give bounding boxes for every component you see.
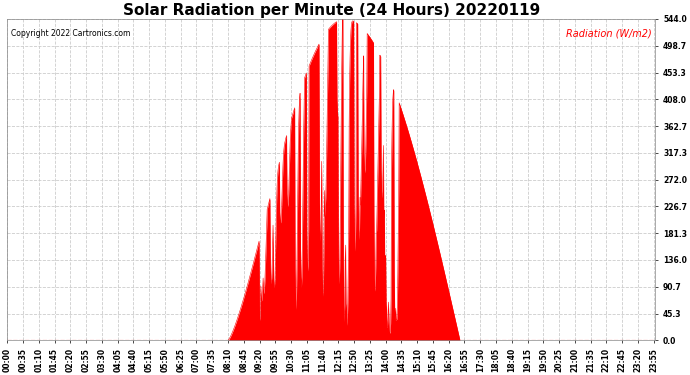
- Text: Copyright 2022 Cartronics.com: Copyright 2022 Cartronics.com: [10, 28, 130, 38]
- Title: Solar Radiation per Minute (24 Hours) 20220119: Solar Radiation per Minute (24 Hours) 20…: [123, 3, 540, 18]
- Text: Radiation (W/m2): Radiation (W/m2): [566, 28, 652, 39]
